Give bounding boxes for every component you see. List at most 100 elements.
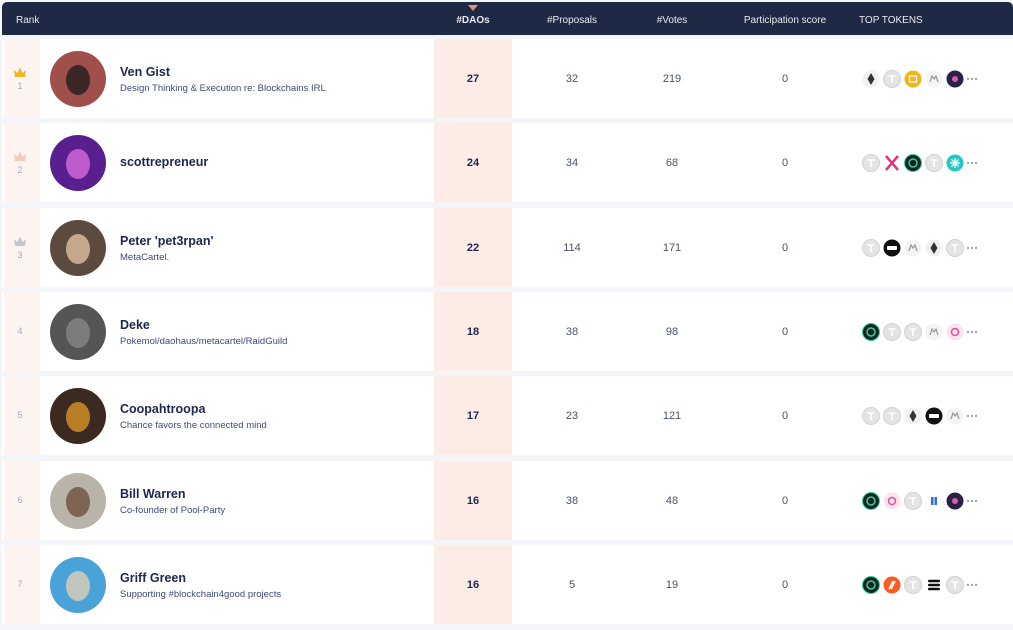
more-dot: [970, 414, 974, 418]
user-name[interactable]: Deke: [120, 317, 150, 332]
proposals-count: 114: [563, 241, 581, 254]
token-glyph: [929, 74, 939, 83]
leaderboard-row: 1 Ven Gist Design Thinking & Execution re:…: [2, 39, 1013, 118]
token-icon: [862, 575, 880, 594]
daos-cell: [434, 460, 512, 540]
top-tokens: [862, 407, 978, 426]
token-icon: [862, 491, 880, 510]
avatar-figure: [66, 317, 90, 348]
rank-cell: [4, 39, 40, 118]
user-description: Supporting #blockchain4good projects: [120, 588, 282, 600]
participation-score: 0: [781, 578, 789, 591]
crown-shape: [14, 151, 26, 162]
daos-count: 16: [466, 494, 480, 507]
user-description: Co-founder of Pool-Party: [120, 504, 226, 516]
user-name[interactable]: Ven Gist: [120, 65, 171, 79]
rank-number: 6: [17, 494, 23, 505]
more-dot: [974, 77, 978, 81]
user-name[interactable]: scottrepreneur: [120, 155, 209, 170]
more-dot: [974, 162, 978, 165]
avatar[interactable]: [49, 303, 107, 361]
leaderboard-row: 5 Coopahtroopa Chance favors the connected…: [2, 376, 1013, 456]
rank-number: 5: [17, 410, 23, 421]
token-glyph: [888, 412, 896, 421]
token-icon: [883, 576, 901, 594]
avatar[interactable]: [49, 50, 107, 108]
votes-header[interactable]: #Votes: [656, 15, 688, 26]
participation-score: 0: [781, 73, 789, 85]
user-description: Chance favors the connected mind: [120, 420, 267, 432]
participation-score: 0: [781, 157, 789, 170]
avatar-figure: [66, 65, 90, 95]
user-name[interactable]: Griff Green: [120, 570, 186, 585]
votes-count: 171: [662, 241, 682, 254]
token-glyph: [867, 412, 875, 421]
leaderboard-row: 7 Griff Green Supporting #blockchain4good …: [2, 544, 1013, 624]
rank-number: 7: [17, 578, 23, 589]
more-dot: [974, 583, 978, 586]
token-glyph: [887, 496, 897, 505]
token-glyph: [928, 579, 940, 583]
daos-cell: [434, 123, 512, 203]
votes-count: 98: [665, 325, 679, 338]
votes-count: 219: [662, 73, 682, 85]
rank-cell: [4, 207, 40, 287]
avatar[interactable]: [49, 472, 107, 530]
user-description: Pokemol/daohaus/metacartel/RaidGuild: [120, 335, 288, 347]
leaderboard-row: 4 Deke Pokemol/daohaus/metacartel/RaidGuil…: [2, 291, 1013, 371]
token-glyph: [908, 243, 918, 251]
sort-indicator: [468, 5, 478, 11]
token-glyph: [887, 245, 897, 250]
header-bar: Rank #DAOs #Proposals #Votes Participati…: [2, 2, 1013, 35]
token-glyph: [888, 75, 896, 83]
token-glyph: [952, 497, 958, 504]
daos-cell: [434, 544, 512, 624]
more-dot: [970, 330, 974, 334]
crown-icon: [14, 236, 26, 246]
token-glyph: [929, 414, 939, 419]
daos-cell: [434, 376, 512, 456]
votes-count: 68: [665, 157, 679, 170]
proposals-count: 32: [565, 73, 579, 85]
rank-cell: [4, 123, 40, 203]
user-description: MetaCartel.: [120, 251, 170, 263]
token-glyph: [885, 155, 899, 172]
user-name[interactable]: Bill Warren: [120, 486, 186, 501]
token-glyph: [908, 158, 918, 169]
more-dot: [974, 414, 978, 418]
avatar[interactable]: [49, 556, 107, 614]
token-glyph: [929, 327, 939, 336]
more-dot: [974, 246, 978, 249]
daos-header[interactable]: #DAOs: [456, 15, 490, 26]
token-glyph: [909, 580, 917, 589]
avatar[interactable]: [49, 387, 107, 445]
crown-shape: [14, 236, 26, 246]
avatar[interactable]: [49, 134, 107, 192]
token-icon: [862, 322, 880, 341]
token-glyph: [867, 243, 875, 252]
token-glyph: [909, 328, 917, 336]
top-tokens: [862, 322, 978, 341]
daos-cell: [434, 39, 512, 118]
user-name[interactable]: Coopahtroopa: [120, 402, 206, 417]
proposals-header[interactable]: #Proposals: [546, 15, 598, 26]
token-icon: [904, 70, 922, 88]
participation-header[interactable]: Participation score: [743, 15, 827, 26]
top-tokens: [862, 238, 978, 257]
token-glyph: [928, 583, 940, 587]
votes-count: 121: [662, 410, 682, 423]
more-dot: [974, 499, 978, 502]
token-glyph: [951, 243, 959, 252]
participation-score: 0: [781, 410, 789, 423]
avatar[interactable]: [49, 219, 107, 277]
token-glyph: [888, 580, 896, 590]
user-name[interactable]: Peter 'pet3rpan': [120, 233, 214, 248]
rank-cell: [4, 544, 40, 624]
top-tokens: [862, 575, 978, 594]
token-glyph: [866, 580, 876, 590]
proposals-count: 23: [565, 410, 579, 423]
token-glyph: [950, 411, 960, 420]
rank-header: Rank: [16, 15, 40, 26]
proposals-count: 38: [565, 494, 579, 507]
